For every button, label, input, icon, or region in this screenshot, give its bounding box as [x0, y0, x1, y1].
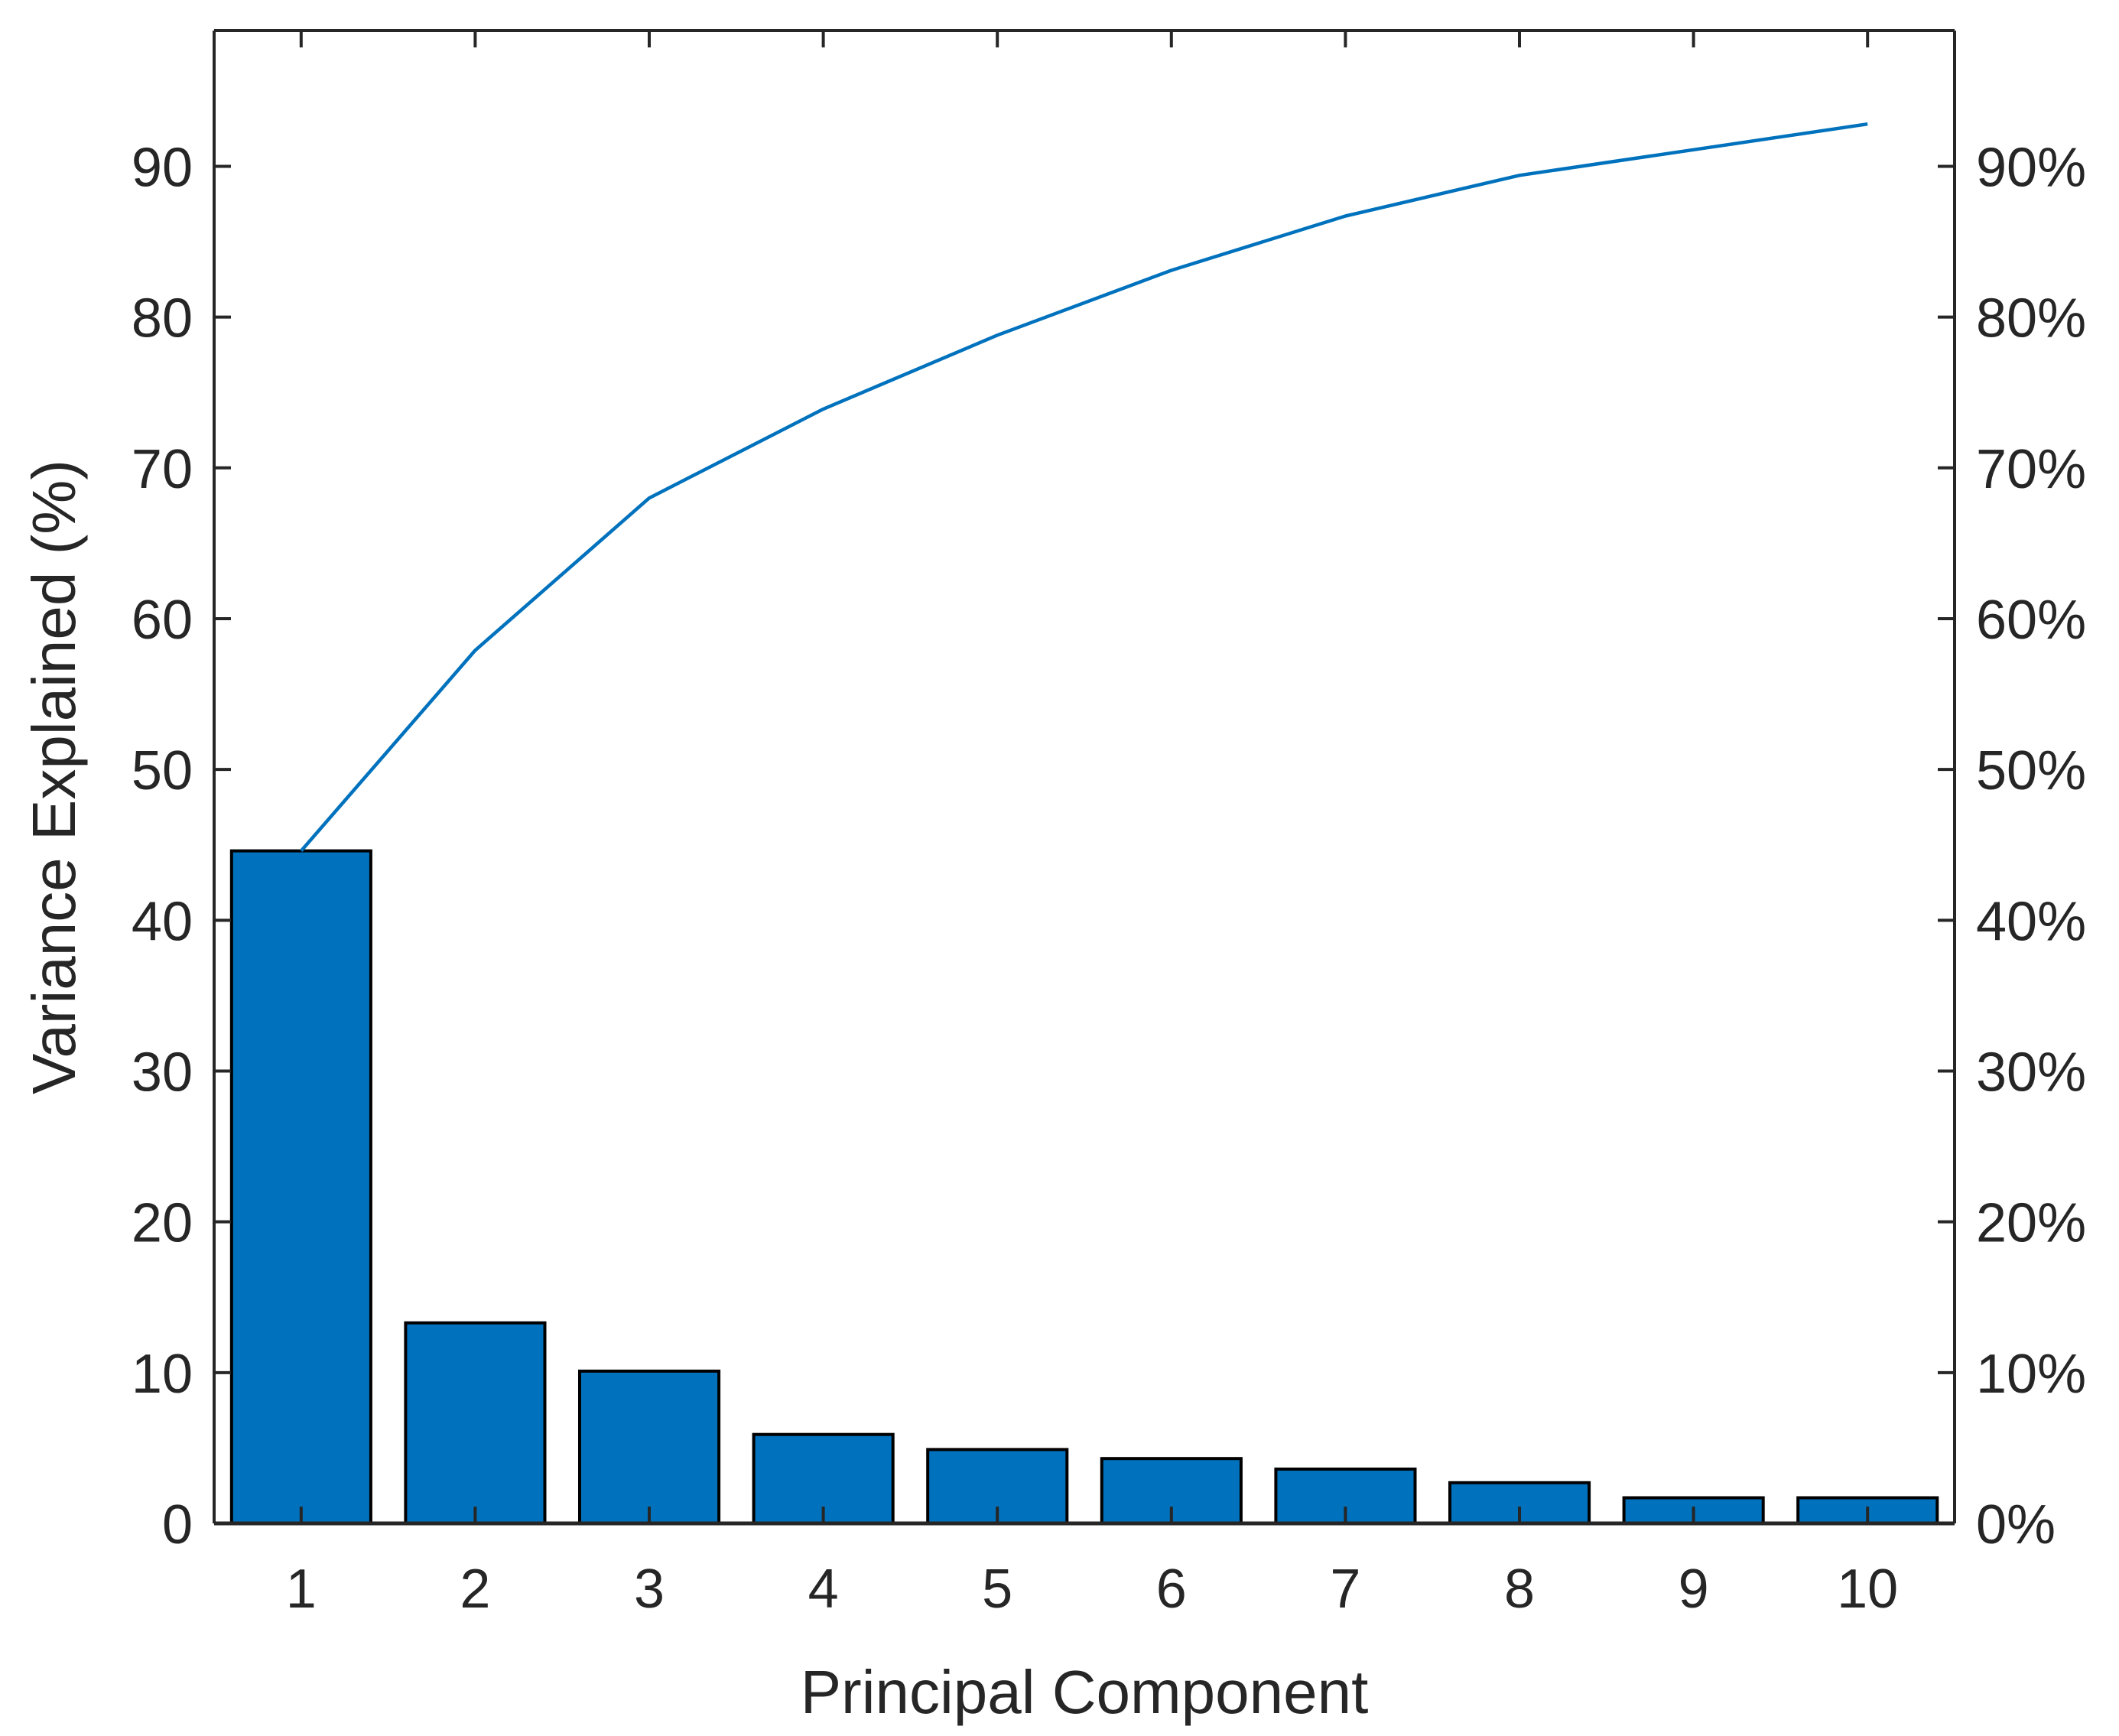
- x-tick-label: 7: [1330, 1559, 1360, 1620]
- left-tick-label: 40: [132, 891, 193, 952]
- x-tick-label: 3: [634, 1559, 665, 1620]
- x-tick-label: 4: [808, 1559, 839, 1620]
- left-tick-label: 70: [132, 439, 193, 500]
- bar-pc-3: [578, 1369, 721, 1526]
- cumulative-variance-line: [300, 122, 1868, 853]
- right-tick-label: 50%: [1976, 740, 2086, 801]
- labels-layer: 0 10 20 30 40 50 60 70 80 90 0% 10% 20% 30% 40% 50% 60% 7…: [132, 137, 2086, 1620]
- right-tick-label: 60%: [1976, 590, 2086, 651]
- left-tick-label: 30: [132, 1042, 193, 1103]
- x-tick-label: 10: [1837, 1559, 1898, 1620]
- right-tick-label: 40%: [1976, 891, 2086, 952]
- x-tick-label: 8: [1504, 1559, 1535, 1620]
- y-axis-title: Variance Explained (%): [20, 460, 88, 1094]
- right-tick-label: 10%: [1976, 1344, 2086, 1405]
- line-layer: [300, 122, 1868, 853]
- bar-pc-1: [229, 849, 372, 1525]
- left-tick-label: 10: [132, 1344, 193, 1405]
- x-tick-label: 1: [286, 1559, 317, 1620]
- x-tick-label: 9: [1679, 1559, 1709, 1620]
- x-axis-title: Principal Component: [801, 1658, 1369, 1726]
- bar-pc-2: [404, 1321, 547, 1526]
- left-tick-label: 80: [132, 288, 193, 349]
- right-tick-label: 90%: [1976, 137, 2086, 198]
- bars-layer: [229, 849, 1939, 1526]
- right-tick-label: 30%: [1976, 1042, 2086, 1103]
- axes-layer: [213, 29, 1956, 1526]
- left-tick-label: 50: [132, 740, 193, 801]
- right-tick-label: 20%: [1976, 1193, 2086, 1254]
- left-tick-label: 0: [162, 1494, 193, 1556]
- right-tick-label: 0%: [1976, 1494, 2056, 1556]
- left-tick-label: 20: [132, 1193, 193, 1254]
- x-tick-label: 6: [1156, 1559, 1187, 1620]
- right-tick-label: 70%: [1976, 439, 2086, 500]
- x-tick-label: 5: [982, 1559, 1012, 1620]
- left-tick-label: 90: [132, 137, 193, 198]
- right-tick-label: 80%: [1976, 288, 2086, 349]
- left-tick-label: 60: [132, 590, 193, 651]
- x-tick-label: 2: [460, 1559, 490, 1620]
